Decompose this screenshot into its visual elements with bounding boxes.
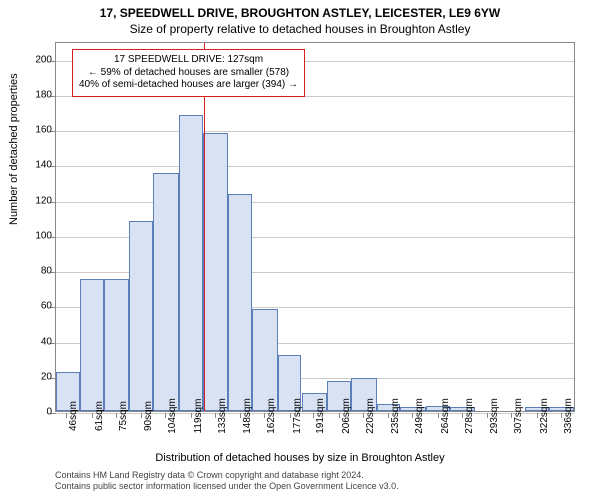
- gridline: [56, 202, 574, 203]
- ytick-label: 60: [22, 301, 52, 312]
- annotation-box: 17 SPEEDWELL DRIVE: 127sqm ← 59% of deta…: [72, 49, 305, 97]
- xtick-mark: [191, 413, 192, 418]
- xtick-label: 206sqm: [341, 398, 352, 434]
- ytick-label: 120: [22, 195, 52, 206]
- histogram-bar: [228, 194, 252, 411]
- ytick-label: 80: [22, 266, 52, 277]
- xtick-label: 90sqm: [143, 401, 154, 431]
- ytick-label: 140: [22, 160, 52, 171]
- ytick-label: 160: [22, 125, 52, 136]
- xtick-label: 235sqm: [390, 398, 401, 434]
- xtick-label: 322sqm: [539, 398, 550, 434]
- histogram-bar: [252, 309, 278, 411]
- annotation-line-smaller: ← 59% of detached houses are smaller (57…: [79, 67, 298, 80]
- chart-title-subtitle: Size of property relative to detached ho…: [0, 20, 600, 36]
- xtick-mark: [92, 413, 93, 418]
- property-marker-line: [204, 43, 205, 411]
- ytick-label: 180: [22, 89, 52, 100]
- footer-credits: Contains HM Land Registry data © Crown c…: [55, 470, 399, 493]
- xtick-mark: [264, 413, 265, 418]
- xtick-mark: [240, 413, 241, 418]
- xtick-label: 61sqm: [94, 401, 105, 431]
- xtick-label: 104sqm: [167, 398, 178, 434]
- xtick-mark: [215, 413, 216, 418]
- histogram-bar: [80, 279, 104, 411]
- histogram-bar: [104, 279, 130, 411]
- xtick-label: 148sqm: [242, 398, 253, 434]
- xtick-label: 307sqm: [513, 398, 524, 434]
- annotation-line-size: 17 SPEEDWELL DRIVE: 127sqm: [79, 54, 298, 67]
- histogram-bar: [153, 173, 179, 411]
- xtick-mark: [363, 413, 364, 418]
- gridline: [56, 131, 574, 132]
- annotation-line-larger: 40% of semi-detached houses are larger (…: [79, 79, 298, 92]
- xtick-label: 162sqm: [266, 398, 277, 434]
- chart-plot-area: 17 SPEEDWELL DRIVE: 127sqm ← 59% of deta…: [55, 42, 575, 412]
- histogram-bar: [179, 115, 203, 411]
- xtick-mark: [290, 413, 291, 418]
- y-axis-label: Number of detached properties: [8, 73, 20, 225]
- xtick-label: 133sqm: [217, 398, 228, 434]
- xtick-label: 220sqm: [365, 398, 376, 434]
- ytick-label: 40: [22, 336, 52, 347]
- xtick-label: 249sqm: [414, 398, 425, 434]
- xtick-mark: [537, 413, 538, 418]
- xtick-label: 46sqm: [68, 401, 79, 431]
- histogram-bar: [203, 133, 229, 411]
- xtick-mark: [165, 413, 166, 418]
- xtick-mark: [116, 413, 117, 418]
- xtick-label: 278sqm: [464, 398, 475, 434]
- x-axis-label: Distribution of detached houses by size …: [0, 452, 600, 464]
- xtick-label: 264sqm: [440, 398, 451, 434]
- ytick-label: 20: [22, 371, 52, 382]
- ytick-label: 0: [22, 407, 52, 418]
- chart-title-address: 17, SPEEDWELL DRIVE, BROUGHTON ASTLEY, L…: [0, 0, 600, 20]
- xtick-label: 177sqm: [292, 398, 303, 434]
- xtick-mark: [438, 413, 439, 418]
- xtick-label: 191sqm: [315, 398, 326, 434]
- histogram-bar: [129, 221, 153, 411]
- xtick-label: 75sqm: [118, 401, 129, 431]
- footer-line2: Contains public sector information licen…: [55, 481, 399, 492]
- xtick-mark: [561, 413, 562, 418]
- ytick-label: 100: [22, 230, 52, 241]
- gridline: [56, 166, 574, 167]
- xtick-label: 293sqm: [489, 398, 500, 434]
- xtick-mark: [462, 413, 463, 418]
- ytick-label: 200: [22, 54, 52, 65]
- xtick-mark: [339, 413, 340, 418]
- footer-line1: Contains HM Land Registry data © Crown c…: [55, 470, 399, 481]
- xtick-label: 336sqm: [563, 398, 574, 434]
- xtick-label: 119sqm: [193, 399, 204, 434]
